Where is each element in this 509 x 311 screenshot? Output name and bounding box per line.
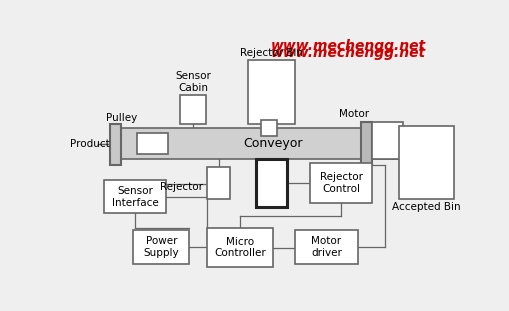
Bar: [133, 230, 189, 264]
Bar: [309, 163, 372, 203]
Bar: [207, 167, 230, 199]
Bar: [261, 120, 276, 136]
Text: Pulley: Pulley: [106, 113, 137, 123]
Bar: [207, 228, 272, 267]
Bar: [398, 126, 454, 199]
Bar: [372, 122, 403, 159]
Text: Motor
driver: Motor driver: [310, 236, 341, 258]
Text: Sensor
Interface: Sensor Interface: [111, 186, 158, 207]
Bar: [104, 180, 166, 213]
Bar: [294, 230, 357, 264]
Bar: [361, 122, 372, 165]
Bar: [137, 133, 168, 154]
Text: Micro
Controller: Micro Controller: [214, 237, 266, 258]
Bar: [248, 60, 294, 123]
Text: Power
Supply: Power Supply: [144, 236, 179, 258]
Bar: [180, 95, 206, 124]
Text: Conveyor: Conveyor: [243, 137, 302, 150]
Text: Rejector Bin: Rejector Bin: [239, 48, 302, 58]
Bar: [110, 128, 396, 159]
Text: Motor: Motor: [338, 109, 369, 119]
Text: Sensor
Cabin: Sensor Cabin: [175, 71, 211, 93]
Text: Accepted Bin: Accepted Bin: [391, 202, 460, 212]
Bar: [256, 159, 287, 207]
Text: Rejector: Rejector: [160, 183, 203, 193]
Text: www.mechengg.net: www.mechengg.net: [270, 39, 425, 53]
Bar: [110, 123, 121, 165]
Text: Product: Product: [70, 139, 109, 149]
Text: Rejector
Control: Rejector Control: [319, 172, 362, 194]
Text: www.mechengg.net: www.mechengg.net: [270, 46, 425, 60]
